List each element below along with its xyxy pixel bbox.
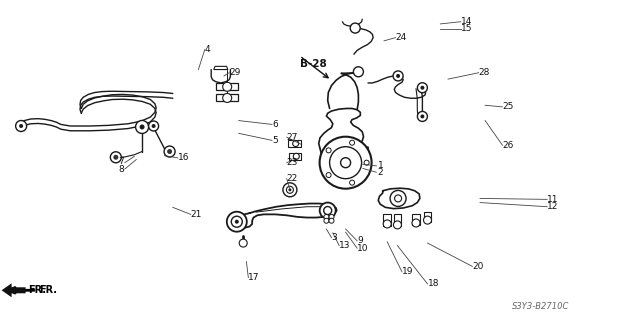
Text: 25: 25 <box>502 102 514 111</box>
Text: 28: 28 <box>479 68 490 77</box>
Text: 15: 15 <box>461 24 472 33</box>
Text: 20: 20 <box>472 262 484 271</box>
Circle shape <box>329 218 334 223</box>
Polygon shape <box>289 153 301 160</box>
Polygon shape <box>288 140 301 147</box>
Polygon shape <box>383 214 391 226</box>
Circle shape <box>113 155 118 160</box>
Circle shape <box>395 195 401 202</box>
Polygon shape <box>216 83 238 90</box>
Circle shape <box>140 124 145 130</box>
Circle shape <box>420 86 424 90</box>
Text: 18: 18 <box>428 279 439 288</box>
Text: 16: 16 <box>178 153 189 162</box>
Circle shape <box>417 83 428 93</box>
Circle shape <box>326 173 331 178</box>
Circle shape <box>420 115 424 118</box>
Polygon shape <box>216 94 238 101</box>
Circle shape <box>324 206 332 215</box>
Text: 13: 13 <box>339 241 351 250</box>
Text: 10: 10 <box>357 244 369 253</box>
Circle shape <box>324 214 329 219</box>
Circle shape <box>152 124 156 128</box>
Text: 24: 24 <box>396 33 407 42</box>
Text: 9: 9 <box>357 236 363 245</box>
Text: 21: 21 <box>191 210 202 219</box>
Circle shape <box>364 160 369 165</box>
Circle shape <box>326 148 331 153</box>
Circle shape <box>223 82 232 91</box>
Circle shape <box>167 149 172 154</box>
Text: 22: 22 <box>287 174 298 183</box>
Text: 8: 8 <box>118 165 124 174</box>
Circle shape <box>383 220 391 228</box>
Circle shape <box>110 152 122 163</box>
Text: 4: 4 <box>205 45 211 54</box>
Polygon shape <box>412 214 420 225</box>
Circle shape <box>340 158 351 168</box>
Circle shape <box>19 124 23 128</box>
Circle shape <box>319 137 372 189</box>
Circle shape <box>394 221 401 229</box>
Text: 26: 26 <box>502 141 514 150</box>
Circle shape <box>329 214 334 219</box>
Circle shape <box>164 146 175 157</box>
Text: 11: 11 <box>547 195 559 204</box>
Circle shape <box>239 239 247 247</box>
Text: 19: 19 <box>402 267 413 276</box>
Circle shape <box>353 67 364 77</box>
Circle shape <box>235 220 239 224</box>
Circle shape <box>289 188 291 191</box>
Text: 27: 27 <box>287 133 298 142</box>
Circle shape <box>390 190 406 206</box>
Polygon shape <box>2 283 26 297</box>
Circle shape <box>393 71 403 81</box>
Text: FR.: FR. <box>10 285 58 295</box>
Circle shape <box>223 93 232 102</box>
Circle shape <box>396 74 400 78</box>
Circle shape <box>349 140 355 145</box>
Circle shape <box>293 153 300 159</box>
Circle shape <box>231 216 243 227</box>
Circle shape <box>349 180 355 185</box>
Circle shape <box>424 216 431 224</box>
Circle shape <box>330 147 362 179</box>
Circle shape <box>136 121 148 133</box>
Circle shape <box>320 203 336 219</box>
Circle shape <box>417 111 428 122</box>
Circle shape <box>283 183 297 197</box>
Text: 12: 12 <box>547 202 559 211</box>
Text: B-28: B-28 <box>300 59 326 69</box>
Text: 14: 14 <box>461 17 472 26</box>
Text: 29: 29 <box>229 68 241 77</box>
Circle shape <box>412 219 420 227</box>
Text: 6: 6 <box>272 120 278 129</box>
Circle shape <box>287 186 293 193</box>
Text: 3: 3 <box>332 233 337 242</box>
Circle shape <box>292 141 299 146</box>
Text: 7: 7 <box>118 157 124 166</box>
Circle shape <box>227 212 247 232</box>
Text: 23: 23 <box>287 158 298 167</box>
Text: 5: 5 <box>272 136 278 145</box>
Text: FR.: FR. <box>29 285 47 295</box>
Circle shape <box>148 121 159 131</box>
Text: S3Y3-B2710C: S3Y3-B2710C <box>512 302 570 311</box>
Polygon shape <box>424 212 431 222</box>
Circle shape <box>350 23 360 33</box>
Circle shape <box>15 121 27 131</box>
Polygon shape <box>214 66 228 70</box>
Circle shape <box>324 218 329 223</box>
Polygon shape <box>394 214 401 226</box>
Text: 1: 1 <box>378 161 383 170</box>
Text: 2: 2 <box>378 168 383 177</box>
Text: 17: 17 <box>248 273 260 282</box>
